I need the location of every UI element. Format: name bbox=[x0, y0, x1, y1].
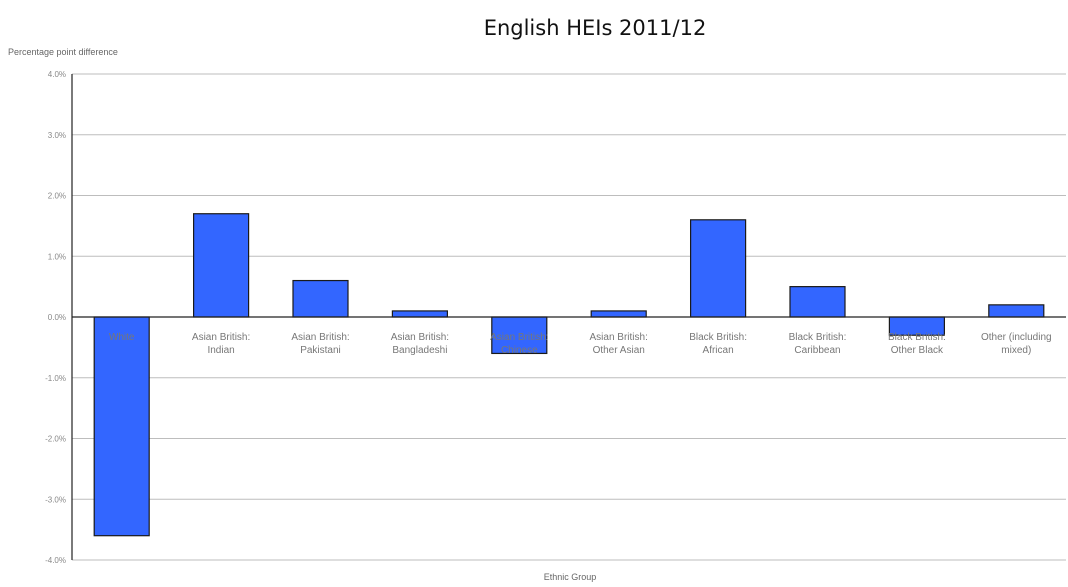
y-tick-label: 3.0% bbox=[48, 131, 66, 140]
bar bbox=[93, 316, 150, 537]
y-tick-labels: 4.0% 3.0% 2.0% 1.0% 0.0% -1.0% -2.0% -3.0% -4.0% bbox=[45, 70, 66, 565]
y-tick-label: -1.0% bbox=[45, 374, 66, 383]
bars bbox=[93, 213, 1045, 537]
chart-title: English HEIs 2011/12 bbox=[484, 16, 707, 40]
bar bbox=[689, 219, 747, 318]
y-tick-label: -3.0% bbox=[45, 495, 66, 504]
axes bbox=[71, 74, 1066, 560]
category-label: Asian British: Bangladeshi bbox=[391, 332, 449, 356]
category-label: Asian British: Other Asian bbox=[590, 332, 648, 356]
category-label: Black British: Other Black bbox=[888, 332, 946, 356]
y-tick-label: -4.0% bbox=[45, 556, 66, 565]
category-label: Asian British: Indian bbox=[192, 332, 250, 356]
category-label: White bbox=[109, 332, 135, 343]
y-tick-label: 1.0% bbox=[48, 252, 66, 261]
bar bbox=[193, 213, 250, 318]
bar bbox=[391, 310, 448, 318]
y-axis-label: Percentage point difference bbox=[8, 47, 118, 57]
bar bbox=[292, 279, 349, 318]
y-tick-label: 2.0% bbox=[48, 192, 66, 201]
y-tick-label: -2.0% bbox=[45, 435, 66, 444]
category-label: Asian British: Chinese bbox=[490, 332, 548, 356]
bar bbox=[491, 316, 548, 355]
category-label: Other (including mixed) bbox=[981, 332, 1052, 356]
category-labels: White Asian British: Indian Asian British: P… bbox=[109, 332, 1052, 356]
y-tick-label: 0.0% bbox=[48, 313, 66, 322]
x-axis-label: Ethnic Group bbox=[544, 572, 597, 582]
bar bbox=[988, 304, 1045, 318]
category-label: Black British: Caribbean bbox=[789, 332, 847, 356]
bar bbox=[789, 286, 846, 318]
y-tick-label: 4.0% bbox=[48, 70, 66, 79]
category-label: Asian British: Pakistani bbox=[291, 332, 349, 356]
bar bbox=[590, 310, 647, 318]
category-label: Black British: African bbox=[689, 332, 747, 356]
